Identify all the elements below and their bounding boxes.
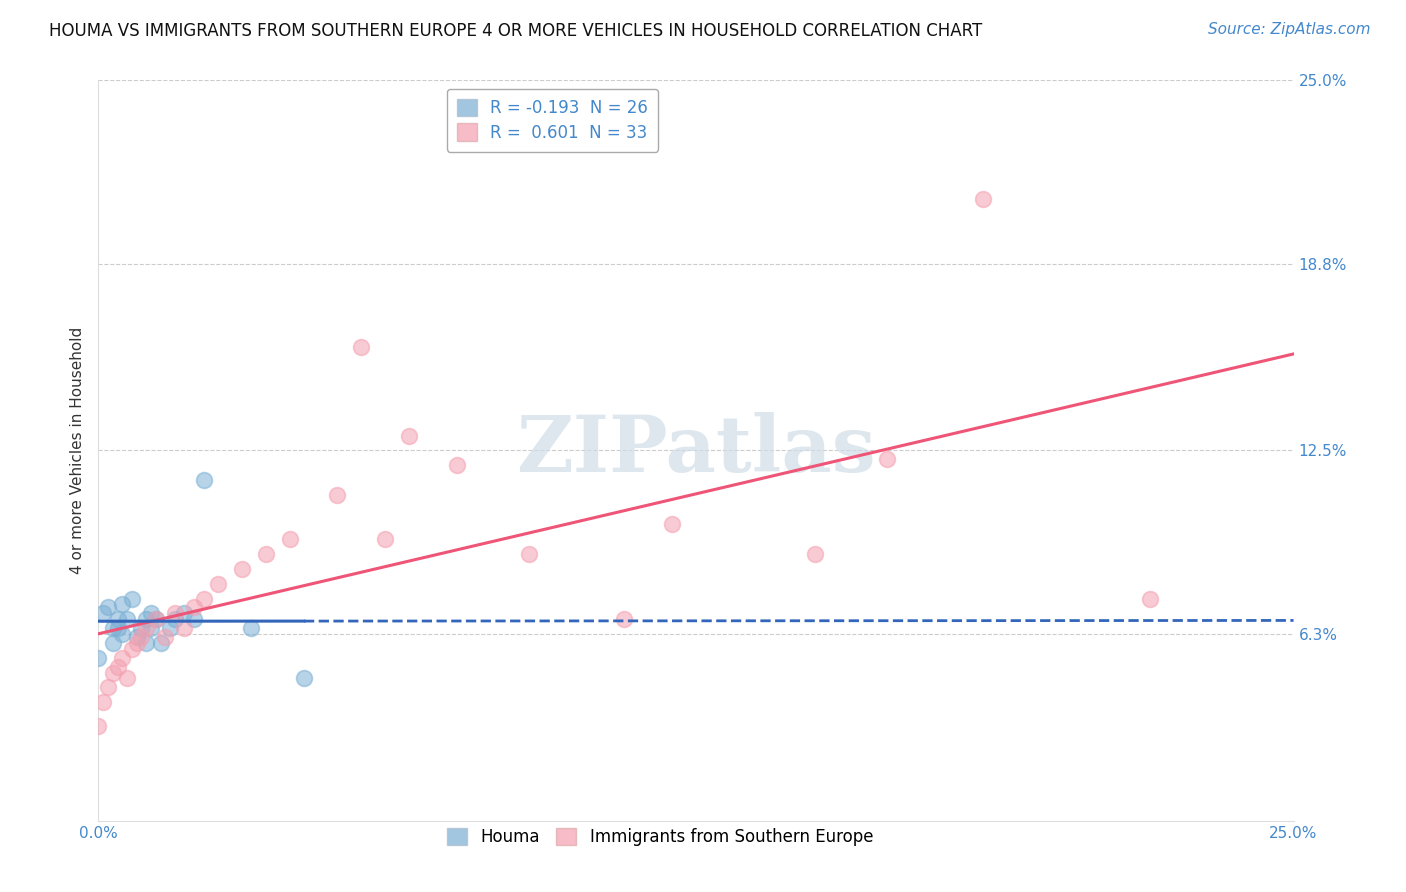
Point <box>163 612 186 626</box>
Point <box>101 636 124 650</box>
Point <box>804 547 827 561</box>
Point <box>131 630 153 644</box>
Point <box>145 612 167 626</box>
Point <box>87 650 110 665</box>
Point <box>876 452 898 467</box>
Point <box>115 672 138 686</box>
Point <box>155 630 177 644</box>
Point <box>193 473 215 487</box>
Point <box>97 600 120 615</box>
Point <box>398 428 420 442</box>
Point <box>163 607 186 621</box>
Point <box>149 636 172 650</box>
Point <box>613 612 636 626</box>
Point <box>135 621 157 635</box>
Point <box>125 630 148 644</box>
Point <box>111 627 134 641</box>
Text: ZIPatlas: ZIPatlas <box>516 412 876 489</box>
Text: Source: ZipAtlas.com: Source: ZipAtlas.com <box>1208 22 1371 37</box>
Point <box>173 621 195 635</box>
Point <box>972 192 994 206</box>
Point <box>661 517 683 532</box>
Point <box>159 621 181 635</box>
Point <box>135 612 157 626</box>
Point <box>101 621 124 635</box>
Point <box>1139 591 1161 606</box>
Point <box>139 607 162 621</box>
Point <box>107 612 129 626</box>
Point <box>91 607 114 621</box>
Point <box>207 576 229 591</box>
Text: HOUMA VS IMMIGRANTS FROM SOUTHERN EUROPE 4 OR MORE VEHICLES IN HOUSEHOLD CORRELA: HOUMA VS IMMIGRANTS FROM SOUTHERN EUROPE… <box>49 22 983 40</box>
Point <box>97 681 120 695</box>
Point <box>107 621 129 635</box>
Point <box>193 591 215 606</box>
Point <box>278 533 301 547</box>
Point <box>446 458 468 473</box>
Point <box>240 621 263 635</box>
Point <box>231 562 253 576</box>
Point <box>131 621 153 635</box>
Point <box>111 598 134 612</box>
Point <box>101 665 124 680</box>
Point <box>350 340 373 354</box>
Point <box>139 621 162 635</box>
Point <box>121 641 143 656</box>
Legend: Houma, Immigrants from Southern Europe: Houma, Immigrants from Southern Europe <box>440 822 880 853</box>
Point <box>145 612 167 626</box>
Point <box>517 547 540 561</box>
Point <box>135 636 157 650</box>
Point <box>87 719 110 733</box>
Point <box>91 695 114 709</box>
Point <box>115 612 138 626</box>
Point <box>111 650 134 665</box>
Point <box>183 612 205 626</box>
Point <box>183 600 205 615</box>
Point <box>121 591 143 606</box>
Y-axis label: 4 or more Vehicles in Household: 4 or more Vehicles in Household <box>69 326 84 574</box>
Point <box>374 533 396 547</box>
Point <box>292 672 315 686</box>
Point <box>107 659 129 673</box>
Point <box>254 547 277 561</box>
Point <box>326 488 349 502</box>
Point <box>173 607 195 621</box>
Point <box>125 636 148 650</box>
